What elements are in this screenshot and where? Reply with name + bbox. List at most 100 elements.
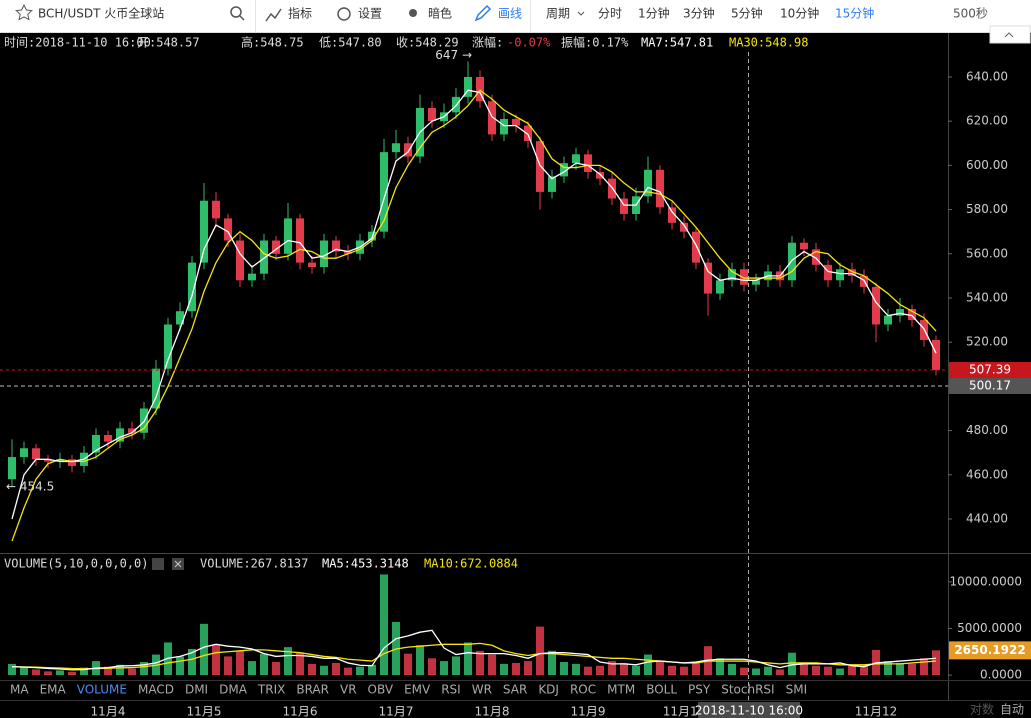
indicator-tab[interactable]: WR: [472, 683, 492, 697]
candle-body: [224, 218, 232, 241]
volume-bar: [104, 666, 112, 676]
volume-bar: [776, 669, 784, 676]
info-low: 低:547.80: [319, 36, 382, 50]
candle-body: [848, 269, 856, 276]
candle-body: [320, 240, 328, 268]
x-tick-label: 11月10: [663, 705, 706, 718]
x-tick-label: 11月7: [379, 705, 414, 718]
period-menu[interactable]: 周期: [546, 7, 570, 21]
volume-bar: [728, 663, 736, 676]
search-icon[interactable]: [230, 6, 242, 18]
crosshair-time-box: [698, 702, 800, 718]
crosshair-price-box: [949, 377, 1031, 394]
volume-bar: [212, 645, 220, 676]
candle-body: [560, 163, 568, 177]
period-button[interactable]: 10分钟: [780, 6, 819, 21]
volume-bar: [44, 671, 52, 676]
indicator-tab[interactable]: StochRSI: [721, 683, 774, 697]
ma30-line: [11, 89, 937, 542]
volume-ma10-readout: MA10:672.0884: [424, 557, 518, 571]
x-tick-label: 11月12: [855, 705, 898, 718]
crosshair-price-label: 500.17: [969, 378, 1011, 392]
volume-bar: [692, 662, 700, 676]
indicator-tab[interactable]: ROC: [570, 683, 596, 697]
candle-body: [128, 428, 136, 433]
indicator-tab[interactable]: OBV: [368, 683, 394, 697]
toolbar-button[interactable]: 暗色: [428, 6, 452, 21]
volume-bar: [320, 665, 328, 676]
indicator-tab[interactable]: MTM: [607, 683, 635, 697]
auto-toggle[interactable]: 自动: [1000, 703, 1024, 717]
period-button[interactable]: 分时: [598, 7, 622, 21]
period-button[interactable]: 5分钟: [731, 6, 763, 21]
volume-bar: [644, 654, 652, 676]
candle-body: [92, 434, 100, 453]
y-tick-label: 640.00: [966, 69, 1008, 83]
candle-body: [332, 240, 340, 252]
volume-bar: [680, 666, 688, 676]
y-tick-label: 440.00: [966, 511, 1008, 525]
info-change-label: 涨幅:: [472, 35, 503, 50]
volume-bar: [452, 656, 460, 676]
candle-body: [464, 76, 472, 97]
x-tick-label: 11月4: [91, 705, 126, 718]
candle-body: [932, 339, 940, 371]
volume-bar: [128, 668, 136, 676]
volume-bar: [344, 667, 352, 676]
volume-bar: [788, 652, 796, 676]
candle-body: [680, 222, 688, 232]
volume-readout: VOLUME:267.8137: [200, 557, 308, 571]
indicator-tab[interactable]: SMI: [786, 683, 808, 697]
indicator-tab[interactable]: EMA: [40, 683, 67, 697]
candle-body: [896, 309, 904, 316]
candle-body: [116, 428, 124, 442]
collapse-icon: [1004, 32, 1014, 38]
volume-bar: [524, 661, 532, 676]
volume-bar: [368, 664, 376, 676]
indicator-tab[interactable]: PSY: [688, 683, 711, 697]
volume-bar: [356, 666, 364, 676]
indicator-tab[interactable]: MACD: [138, 683, 174, 697]
volume-bar: [308, 663, 316, 676]
candle-body: [728, 269, 736, 281]
candle-body: [596, 172, 604, 179]
indicator-tab[interactable]: SAR: [503, 683, 527, 697]
candle-body: [380, 152, 388, 232]
volume-bar: [560, 662, 568, 676]
period-button[interactable]: 1分钟: [638, 6, 670, 21]
volume-bar: [752, 668, 760, 676]
period-button[interactable]: 3分钟: [683, 6, 715, 21]
indicator-tab[interactable]: BOLL: [646, 683, 677, 697]
volume-title: VOLUME(5,10,0,0,0,0): [4, 557, 149, 571]
candle-body: [692, 231, 700, 263]
toolbar-button[interactable]: 指标: [288, 6, 312, 21]
volume-bar: [296, 652, 304, 676]
indicator-tab[interactable]: BRAR: [296, 683, 329, 697]
indicator-tab[interactable]: RSI: [441, 683, 461, 697]
volume-bar: [68, 671, 76, 676]
volume-settings[interactable]: [152, 558, 164, 570]
candle-body: [740, 269, 748, 285]
indicator-tab[interactable]: KDJ: [538, 683, 559, 697]
indicator-tab[interactable]: MA: [10, 683, 29, 697]
candle-body: [548, 176, 556, 192]
indicator-tab[interactable]: VOLUME: [77, 683, 127, 697]
indicator-tab[interactable]: TRIX: [257, 683, 285, 697]
indicator-tab[interactable]: DMI: [185, 683, 208, 697]
indicator-tab[interactable]: EMV: [404, 683, 431, 697]
refresh-interval[interactable]: 500秒: [953, 7, 988, 21]
candle-body: [884, 315, 892, 325]
toolbar-button[interactable]: 设置: [358, 7, 382, 21]
toolbar-button[interactable]: 画线: [498, 7, 522, 21]
candle-body: [584, 154, 592, 173]
last-price-label: 507.39: [969, 363, 1011, 377]
favorite-icon[interactable]: [15, 3, 33, 21]
period-button[interactable]: 15分钟: [835, 6, 874, 21]
log-toggle[interactable]: 对数: [970, 702, 994, 717]
volume-ma5-readout: MA5:453.3148: [322, 557, 409, 571]
indicator-tab[interactable]: DMA: [219, 683, 248, 697]
candle-body: [296, 218, 304, 263]
volume-bar: [920, 658, 928, 676]
indicator-tab[interactable]: VR: [340, 683, 357, 697]
candle-body: [152, 368, 160, 409]
